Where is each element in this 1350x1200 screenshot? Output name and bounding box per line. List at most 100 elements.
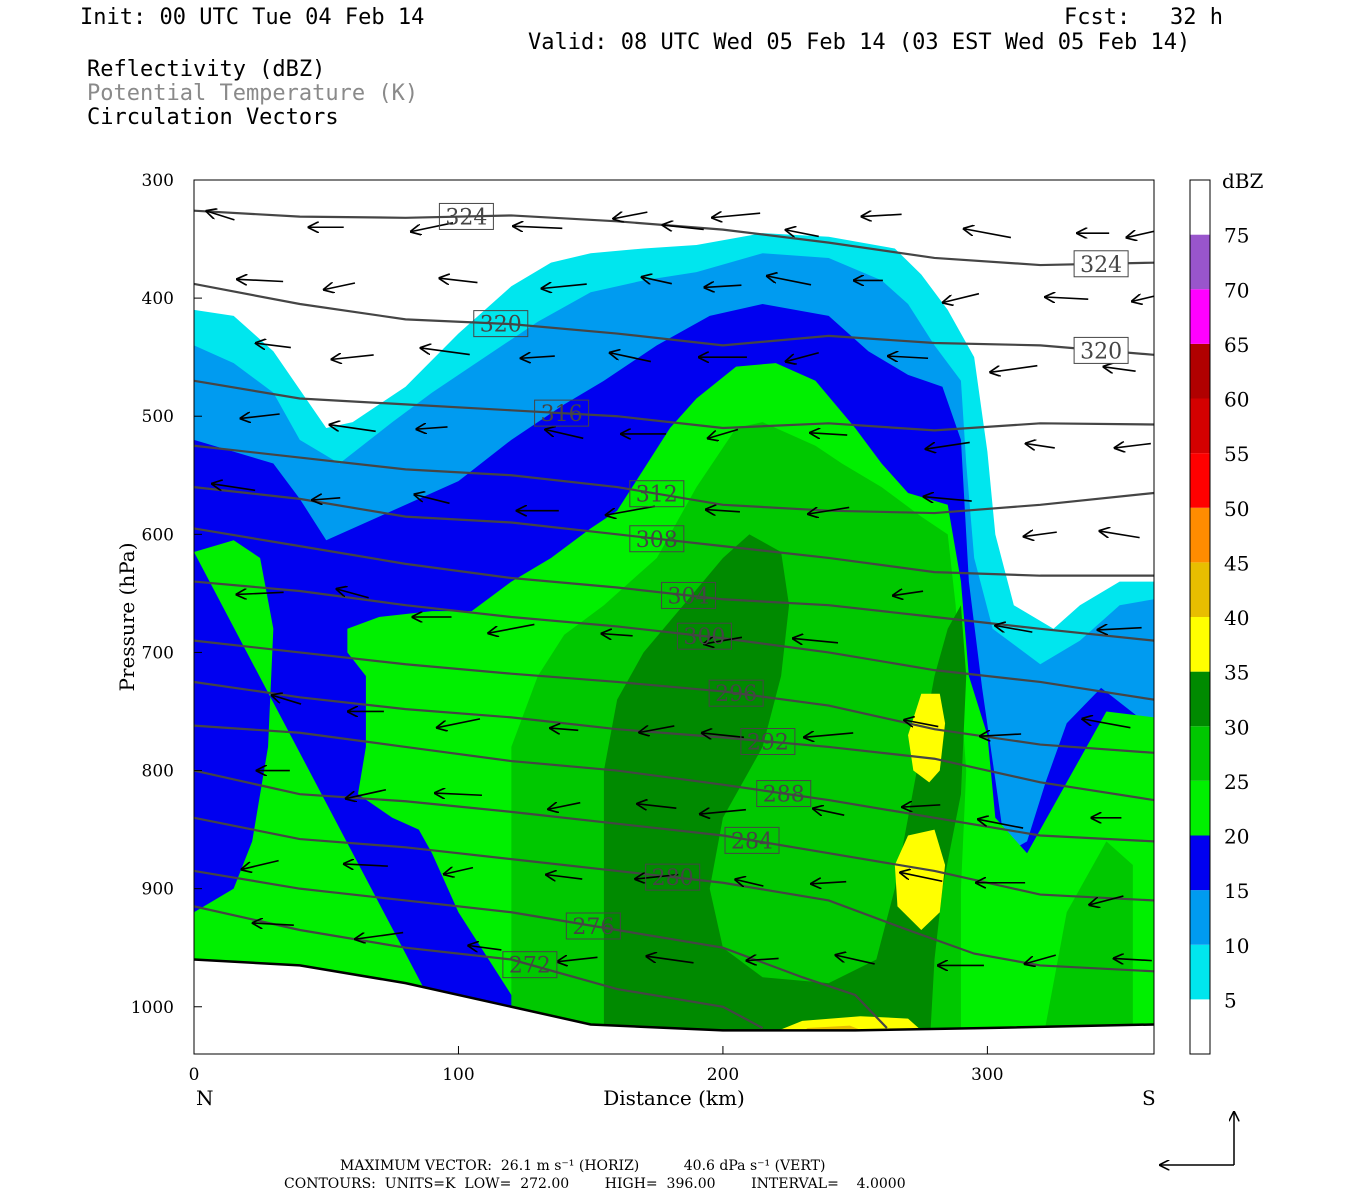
circulation-vector [747, 958, 779, 960]
circulation-vector [1098, 628, 1142, 630]
circulation-vector [639, 725, 675, 733]
colorbar-segment [1190, 180, 1210, 235]
theta-contour-280 [194, 816, 1154, 973]
circulation-vector [642, 277, 672, 284]
footer-max-vector: MAXIMUM VECTOR: 26.1 m s⁻¹ (HORIZ) 40.6 … [340, 1158, 826, 1174]
theta-label-320: 320 [480, 313, 522, 338]
x-tick-label: 300 [971, 1065, 1003, 1085]
reflectivity-region-35dbz [908, 693, 946, 783]
x-tick-label: 100 [442, 1065, 474, 1085]
circulation-vector [610, 353, 652, 363]
colorbar-segment [1190, 507, 1210, 563]
circulation-vector [1024, 532, 1057, 536]
circulation-vector [439, 278, 478, 282]
circulation-vector [546, 875, 583, 879]
colorbar-segment [1190, 234, 1210, 290]
circulation-vector [635, 875, 679, 879]
init-time: Init: 00 UTC Tue 04 Feb 14 [80, 5, 425, 30]
contour-labels: 324 324 320 320 316 312 308 304 300 296 292 288 284 2… [438, 202, 1129, 979]
forecast-label: Fcst: [1064, 5, 1131, 30]
circulation-vector [613, 212, 648, 219]
circulation-vector [735, 879, 764, 886]
circulation-vector [964, 229, 1012, 239]
colorbar-label: 40 [1224, 606, 1249, 630]
circulation-vector [548, 803, 581, 810]
circulation-vector [1115, 444, 1151, 448]
circulation-vector [786, 230, 819, 237]
theta-label-308: 308 [636, 528, 678, 553]
circulation-vector [242, 859, 279, 870]
y-tick-label: 700 [142, 643, 174, 663]
circulation-vector [902, 805, 941, 807]
theta-contour-320 [194, 282, 1154, 356]
footer-contours: CONTOURS: UNITS=K LOW= 272.00 HIGH= 396.… [284, 1176, 906, 1192]
colorbar-label: 55 [1224, 442, 1249, 466]
colorbar-label: 20 [1224, 825, 1249, 849]
theta-label-316: 316 [541, 402, 583, 427]
colorbar-label: 15 [1224, 879, 1249, 903]
circulation-vector [708, 428, 739, 439]
circulation-vector [312, 498, 341, 500]
circulation-vector [550, 728, 579, 730]
theta-label-288: 288 [763, 783, 805, 808]
colorbar-label: 50 [1224, 497, 1249, 521]
reflectivity-fill [194, 180, 1154, 1054]
theta-label-box-308 [629, 525, 685, 553]
circulation-vector [237, 279, 284, 281]
theta-label-300: 300 [683, 625, 725, 650]
circulation-vector [437, 718, 481, 728]
circulation-vector [808, 506, 850, 514]
circulation-vector [647, 956, 694, 964]
circulation-vector [557, 957, 598, 961]
colorbar-segment [1190, 726, 1210, 781]
theta-label-box-324 [438, 202, 494, 230]
theta-label-284: 284 [731, 829, 773, 854]
circulation-vector [417, 427, 448, 429]
circulation-vector [346, 788, 387, 799]
circulation-vector [444, 868, 474, 875]
circulation-vector [663, 225, 704, 229]
circulation-vector [415, 494, 450, 505]
colorbar-label: 45 [1224, 551, 1249, 575]
theta-label-box-292 [740, 727, 796, 755]
y-tick-label: 300 [142, 171, 174, 191]
circulation-vector [1100, 531, 1140, 539]
circulation-vector [435, 793, 483, 795]
y-tick-label: 400 [142, 289, 174, 309]
theta-label-box-300 [676, 622, 732, 650]
circulation-vector [324, 283, 356, 290]
colorbar-label: 10 [1224, 934, 1249, 958]
theta-contour-272 [194, 905, 764, 1029]
theta-label-324: 324 [445, 205, 487, 230]
forecast-hour: Fcst: 32 h [1064, 6, 1223, 30]
circulation-vector [355, 931, 404, 940]
circulation-vector [893, 591, 924, 595]
theta-contour-292 [194, 680, 1154, 802]
theta-label-box-320 [1073, 336, 1129, 364]
circulation-vector [804, 733, 854, 737]
colorbar-label: 65 [1224, 333, 1249, 357]
colorbar-segment [1190, 671, 1210, 727]
y-tick-label: 800 [142, 762, 174, 782]
circulation-vector [411, 222, 454, 232]
theta-label-box-284 [724, 826, 780, 854]
circulation-vector [704, 636, 743, 644]
circulation-vector [712, 213, 761, 217]
reflectivity-region-25dbz [1040, 841, 1133, 1054]
x-tick-label: 200 [707, 1065, 739, 1085]
theta-label-280: 280 [652, 866, 694, 891]
circulation-vector [926, 441, 970, 449]
circulation-vector [606, 505, 656, 515]
theta-label-box-276 [565, 912, 621, 940]
circulation-vector [980, 734, 1022, 736]
theta-label-304: 304 [668, 584, 710, 609]
circulation-vector [1127, 229, 1154, 238]
circulation-vector [813, 809, 845, 816]
colorbar-segment [1190, 343, 1210, 399]
circulation-vector [272, 695, 302, 705]
circulation-vector [1026, 444, 1055, 448]
colorbar-label: 70 [1224, 278, 1249, 302]
reflectivity-region-30dbz [603, 534, 967, 1054]
theta-label-box-288 [756, 780, 812, 808]
circulation-vector [836, 955, 875, 965]
